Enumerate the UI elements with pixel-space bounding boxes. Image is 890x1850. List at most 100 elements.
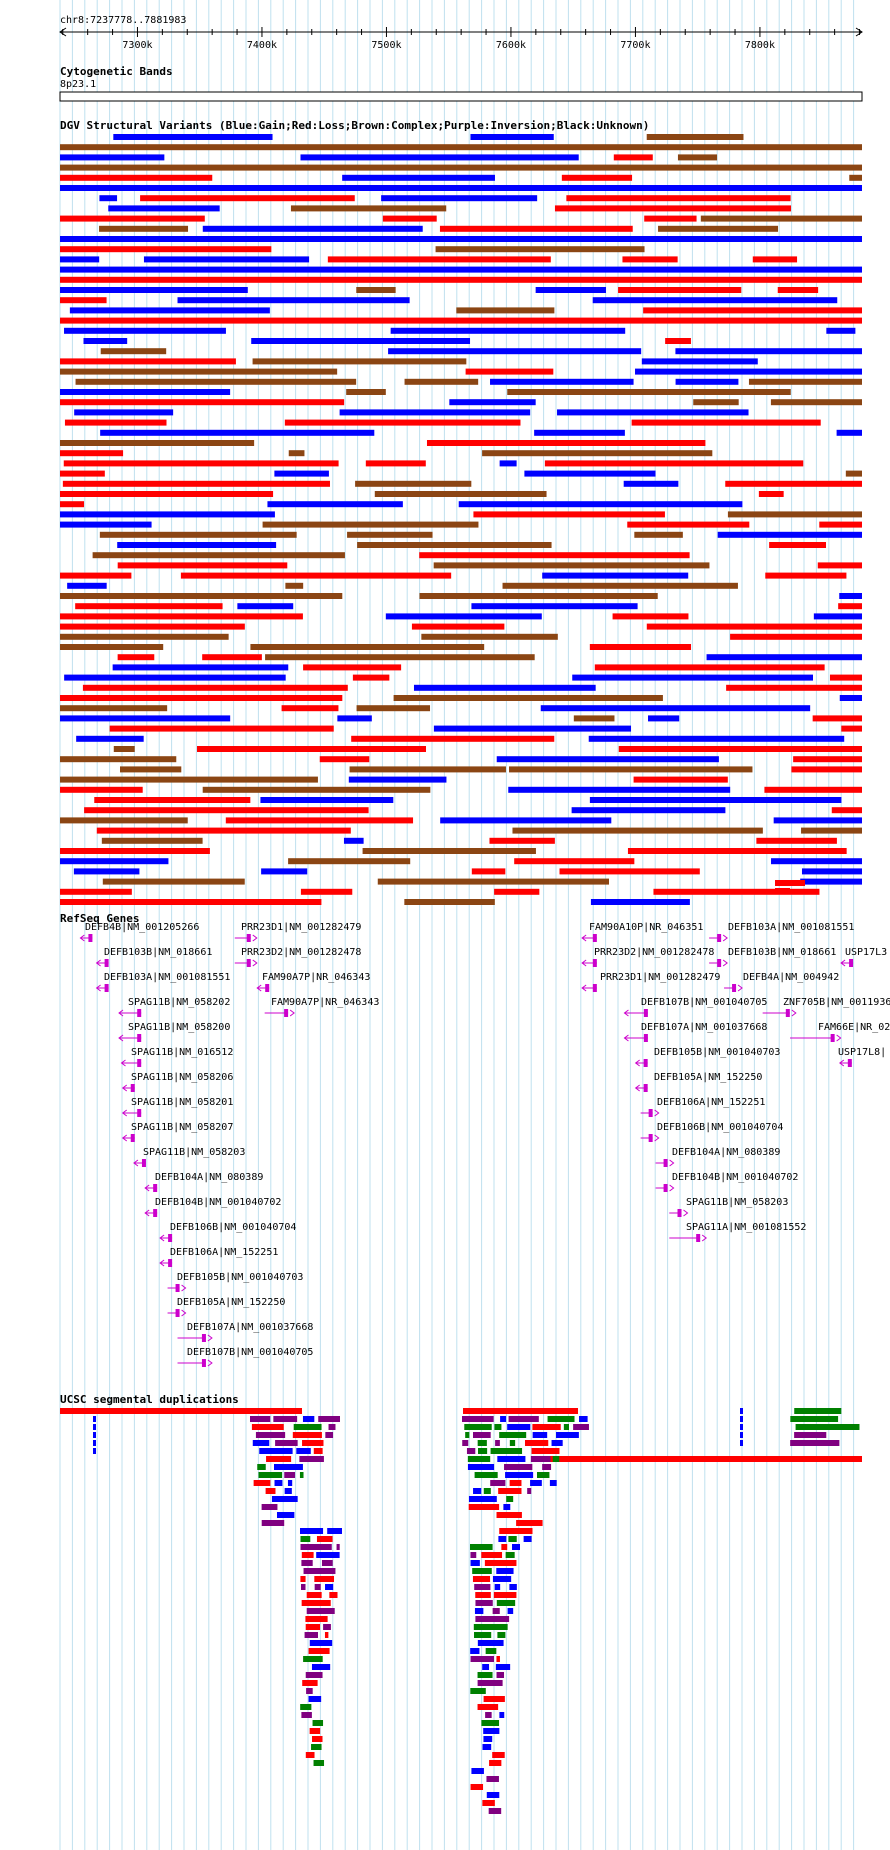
dgv-variant[interactable] — [381, 195, 538, 202]
dgv-variant[interactable] — [566, 195, 791, 202]
refseq-gene-exon[interactable] — [847, 1059, 852, 1067]
dgv-variant[interactable] — [100, 348, 167, 355]
segdup-block[interactable] — [301, 1712, 312, 1718]
segdup-block[interactable] — [474, 1584, 491, 1590]
segdup-block[interactable] — [287, 1480, 293, 1486]
segdup-block[interactable] — [530, 1456, 551, 1462]
segdup-block[interactable] — [474, 1608, 484, 1614]
dgv-variant[interactable] — [390, 327, 626, 334]
dgv-variant[interactable] — [60, 246, 272, 253]
segdup-block[interactable] — [474, 1632, 492, 1638]
segdup-block[interactable] — [548, 1456, 862, 1462]
refseq-gene-exon[interactable] — [130, 1134, 135, 1142]
dgv-variant[interactable] — [60, 613, 303, 620]
segdup-block[interactable] — [509, 1440, 516, 1446]
segdup-block[interactable] — [740, 1432, 743, 1438]
segdup-block[interactable] — [93, 1416, 96, 1422]
cytoband-8p23-1[interactable] — [59, 91, 863, 102]
segdup-block[interactable] — [303, 1568, 336, 1574]
segdup-block[interactable] — [300, 1544, 332, 1550]
dgv-variant[interactable] — [60, 715, 231, 722]
dgv-variant[interactable] — [502, 582, 738, 589]
segdup-block[interactable] — [478, 1448, 488, 1454]
dgv-variant[interactable] — [117, 542, 277, 548]
dgv-variant[interactable] — [465, 368, 554, 375]
segdup-block[interactable] — [336, 1544, 340, 1550]
dgv-variant[interactable] — [665, 338, 691, 344]
dgv-variant[interactable] — [300, 154, 579, 161]
dgv-variant[interactable] — [337, 715, 372, 722]
dgv-variant[interactable] — [60, 470, 105, 477]
dgv-variant[interactable] — [542, 572, 689, 579]
dgv-variant[interactable] — [84, 807, 369, 814]
dgv-variant[interactable] — [347, 531, 433, 538]
segdup-block[interactable] — [523, 1536, 532, 1542]
dgv-variant[interactable] — [613, 154, 653, 161]
dgv-variant[interactable] — [60, 817, 188, 824]
dgv-variant[interactable] — [470, 134, 554, 140]
segdup-block[interactable] — [475, 1592, 491, 1598]
segdup-block[interactable] — [466, 1448, 476, 1454]
segdup-block[interactable] — [470, 1544, 493, 1550]
refseq-gene-exon[interactable] — [175, 1309, 180, 1317]
segdup-block[interactable] — [488, 1808, 502, 1814]
dgv-variant[interactable] — [377, 878, 609, 885]
segdup-block[interactable] — [496, 1672, 505, 1678]
segdup-block[interactable] — [296, 1448, 311, 1454]
segdup-block[interactable] — [468, 1496, 497, 1502]
dgv-variant[interactable] — [290, 205, 447, 212]
dgv-variant[interactable] — [471, 603, 638, 610]
segdup-block[interactable] — [325, 1432, 334, 1438]
dgv-variant[interactable] — [356, 705, 431, 712]
segdup-block[interactable] — [308, 1696, 322, 1702]
refseq-gene-exon[interactable] — [175, 1284, 180, 1292]
segdup-block[interactable] — [531, 1448, 560, 1454]
dgv-variant[interactable] — [839, 593, 862, 599]
dgv-variant[interactable] — [225, 817, 414, 824]
segdup-block[interactable] — [492, 1608, 500, 1614]
dgv-variant[interactable] — [819, 521, 862, 528]
segdup-block[interactable] — [477, 1640, 504, 1646]
segdup-block[interactable] — [313, 1760, 325, 1766]
segdup-block[interactable] — [314, 1576, 335, 1582]
dgv-variant[interactable] — [433, 562, 710, 569]
dgv-variant[interactable] — [60, 572, 132, 579]
segdup-block[interactable] — [311, 1664, 331, 1670]
dgv-variant[interactable] — [646, 623, 862, 630]
dgv-variant[interactable] — [419, 593, 658, 599]
dgv-variant[interactable] — [440, 817, 612, 824]
segdup-block[interactable] — [473, 1624, 508, 1630]
dgv-variant[interactable] — [456, 307, 555, 314]
segdup-block[interactable] — [493, 1592, 517, 1598]
dgv-variant[interactable] — [831, 807, 862, 814]
dgv-variant[interactable] — [177, 297, 410, 304]
segdup-block[interactable] — [93, 1424, 96, 1430]
dgv-variant[interactable] — [288, 450, 305, 457]
segdup-block[interactable] — [512, 1544, 520, 1550]
dgv-variant[interactable] — [62, 480, 330, 487]
segdup-block[interactable] — [306, 1688, 313, 1694]
segdup-block[interactable] — [499, 1528, 533, 1534]
dgv-variant[interactable] — [592, 297, 838, 304]
dgv-variant[interactable] — [60, 521, 152, 528]
refseq-gene-exon[interactable] — [104, 959, 109, 967]
dgv-variant[interactable] — [793, 756, 862, 763]
dgv-variant[interactable] — [67, 582, 107, 589]
segdup-block[interactable] — [489, 1760, 502, 1766]
dgv-variant[interactable] — [388, 348, 642, 355]
segdup-block[interactable] — [303, 1656, 323, 1662]
dgv-variant[interactable] — [60, 695, 343, 701]
segdup-block[interactable] — [477, 1440, 487, 1446]
dgv-variant[interactable] — [346, 389, 386, 395]
dgv-variant[interactable] — [119, 766, 182, 773]
dgv-variant[interactable] — [60, 276, 862, 283]
dgv-variant[interactable] — [812, 715, 862, 722]
segdup-block[interactable] — [312, 1736, 323, 1742]
refseq-gene-exon[interactable] — [246, 959, 251, 967]
dgv-variant[interactable] — [251, 338, 471, 344]
segdup-block[interactable] — [93, 1448, 96, 1454]
segdup-block[interactable] — [795, 1424, 860, 1430]
dgv-variant[interactable] — [274, 470, 329, 477]
dgv-variant[interactable] — [641, 358, 758, 365]
segdup-block[interactable] — [496, 1600, 516, 1606]
